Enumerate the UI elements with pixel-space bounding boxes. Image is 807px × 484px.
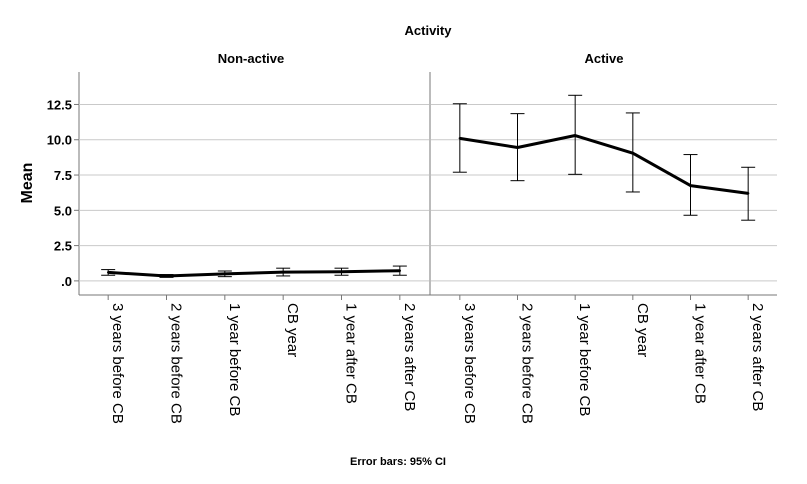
data-point <box>573 134 577 137</box>
x-tick-label: CB year <box>284 303 301 357</box>
x-tick-label: 2 years before CB <box>519 303 536 424</box>
x-tick-label: 1 year before CB <box>226 303 243 416</box>
x-tick-label: CB year <box>634 303 651 357</box>
y-tick-label: .0 <box>61 274 72 289</box>
series-line <box>108 269 400 278</box>
x-tick-label: 3 years before CB <box>109 303 126 424</box>
panel-title-active: Active <box>584 51 623 66</box>
data-point <box>458 137 462 140</box>
x-tick-label: 2 years after CB <box>749 303 766 411</box>
chart-title: Activity <box>405 23 453 38</box>
y-axis-label: Mean <box>19 163 36 204</box>
y-tick-label: 7.5 <box>54 168 72 183</box>
y-tick-labels: .0 2.5 5.0 7.5 10.0 12.5 <box>47 97 72 288</box>
y-tick-label: 5.0 <box>54 203 72 218</box>
x-tick-label: 2 years after CB <box>401 303 418 411</box>
x-tick-labels: 3 years before CB 2 years before CB 1 ye… <box>109 303 766 424</box>
data-point <box>398 269 402 272</box>
footnote: Error bars: 95% CI <box>350 456 446 468</box>
data-point <box>689 184 692 187</box>
data-point <box>631 151 635 155</box>
data-point <box>516 146 519 149</box>
data-marks <box>101 94 756 300</box>
x-tick-label: 2 years before CB <box>168 303 185 424</box>
series-line <box>459 134 749 195</box>
x-tick-label: 1 year after CB <box>343 303 360 404</box>
x-tick-label: 3 years before CB <box>461 303 478 424</box>
data-point <box>281 270 285 274</box>
data-point <box>746 192 750 195</box>
y-tick-label: 12.5 <box>47 97 72 112</box>
y-tick-label: 2.5 <box>54 239 72 254</box>
data-point <box>340 270 343 273</box>
data-point <box>165 274 168 278</box>
x-tick-label: 1 year before CB <box>576 303 593 416</box>
y-tick-label: 10.0 <box>47 133 72 148</box>
data-point <box>106 271 110 274</box>
x-tick-label: 1 year after CB <box>692 303 709 404</box>
data-point <box>223 272 227 276</box>
panel-title-non-active: Non-active <box>218 51 284 66</box>
